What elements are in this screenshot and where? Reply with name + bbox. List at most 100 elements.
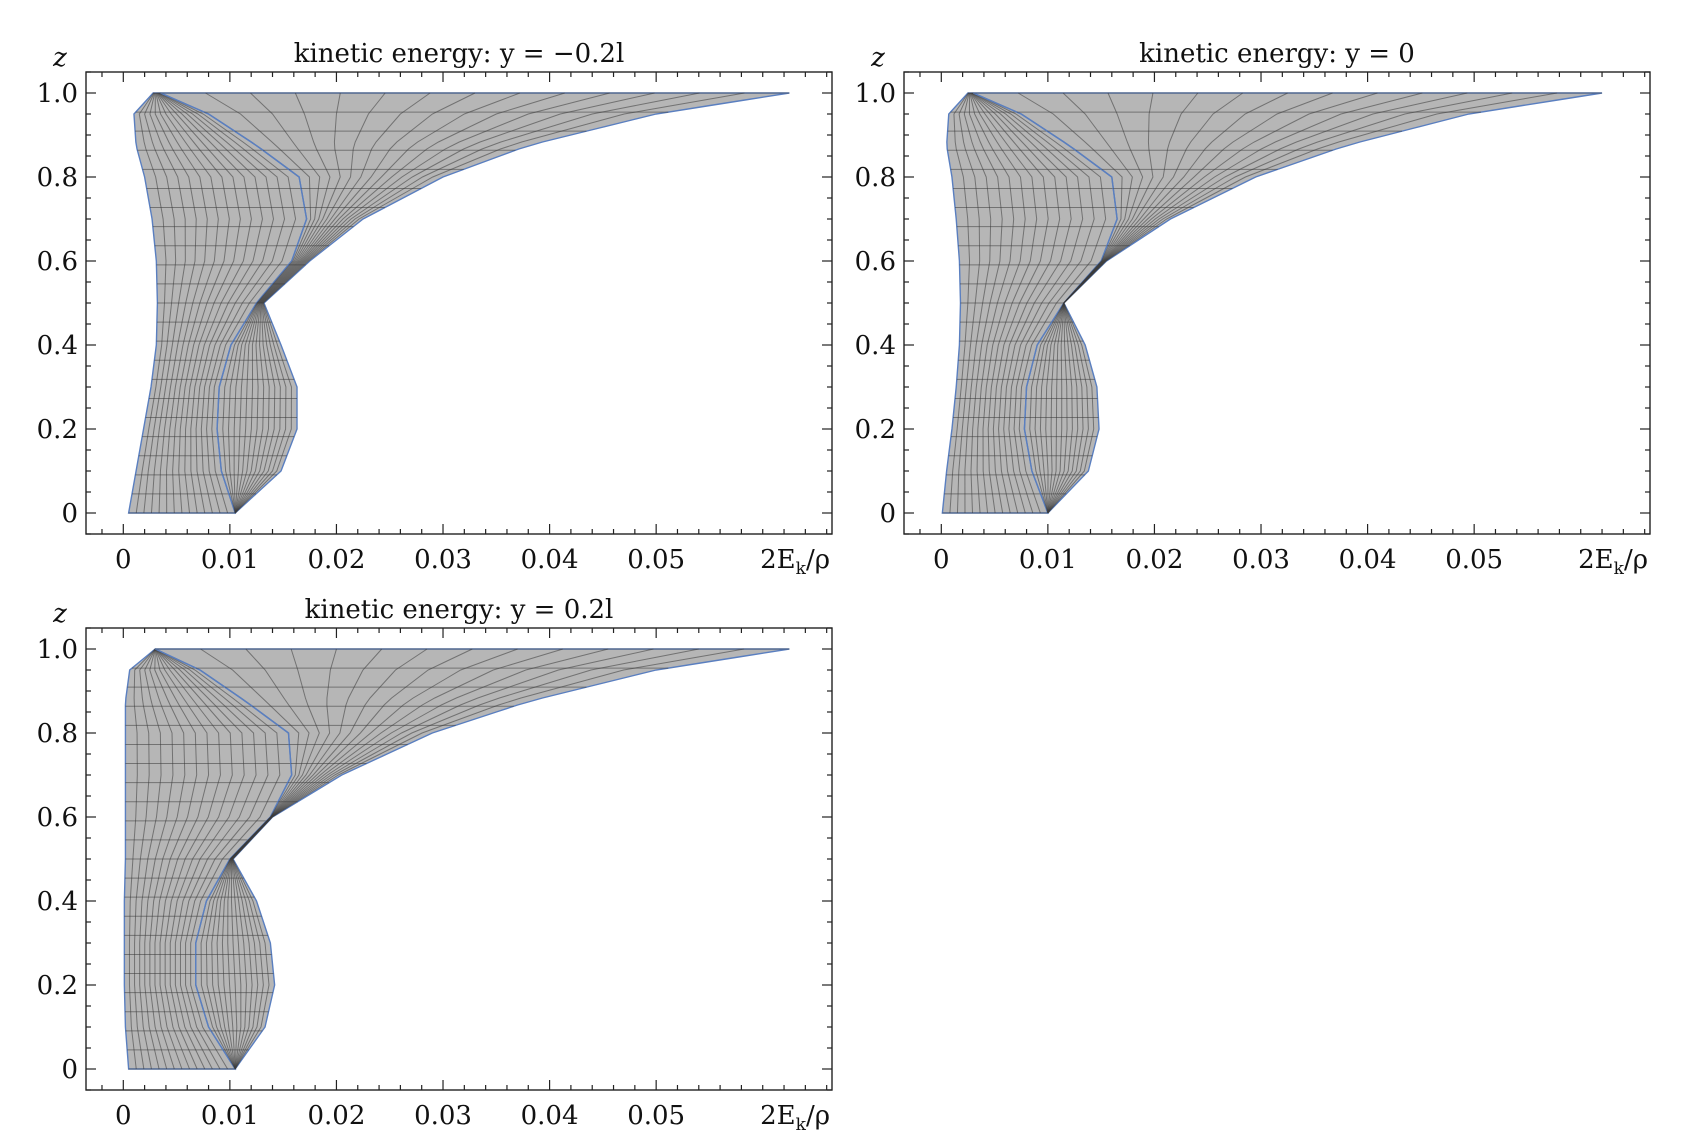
chart-panel-3: 0 0.01 0.02 0.03 0.04 0.05 0 0.2 0.4 0.6 0.8 1.0 z 2E… (37, 595, 833, 1135)
mesh-line-curve (969, 92, 1026, 514)
y-tick-label: 0.6 (37, 247, 78, 277)
band-2 (972, 92, 1603, 515)
y-tick-label: 1.0 (37, 635, 78, 665)
y-tick-label: 1.0 (37, 79, 78, 109)
mesh-line-curve (154, 648, 198, 1070)
mesh-line-curve (970, 92, 1038, 514)
mesh-line-curve (234, 92, 521, 514)
band-1 (123, 648, 293, 1070)
mesh-line-curve (972, 92, 1107, 514)
mesh-line-curve (956, 92, 981, 514)
y-tick-label: 0.4 (855, 331, 896, 361)
mesh-line-curve (159, 92, 297, 514)
mesh-line-curve (1047, 92, 1558, 514)
x-tick-label: 0 (115, 1101, 132, 1131)
band-2 (154, 648, 790, 1071)
x-tick-label: 0.05 (627, 545, 685, 575)
y-tick-label: 0.8 (37, 719, 78, 749)
x-tick-label: 0.03 (414, 1101, 472, 1131)
mesh-line-curve (154, 648, 233, 1070)
x-tick-label: 0.04 (521, 1101, 579, 1131)
x-tick-label: 0.03 (1232, 545, 1290, 575)
mesh-line-curve (134, 648, 156, 1070)
mesh-line-curve (155, 648, 269, 1070)
mesh-line-curve (972, 92, 1095, 514)
x-axis-label: 2Ek/ρ (760, 1101, 830, 1135)
mesh-line-curve (157, 92, 241, 514)
mesh-line-curve (969, 92, 1015, 514)
y-axis-label: z (870, 43, 885, 73)
mesh-line-curve (128, 648, 156, 1070)
mesh-line-curve (139, 648, 162, 1070)
plot-area (123, 648, 790, 1071)
mesh-line-curve (154, 648, 221, 1070)
mesh-line-curve (154, 648, 210, 1070)
band-2 (160, 92, 790, 515)
y-tick-label: 0.2 (37, 971, 78, 1001)
mesh-line-curve (154, 648, 245, 1070)
x-tick-label: 0.02 (307, 545, 365, 575)
mesh-line-curve (233, 92, 331, 514)
chart-panel-1: 0 0.01 0.02 0.03 0.04 0.05 0 0.2 0.4 0.6 0.8 1.0 z 2E… (37, 39, 833, 579)
mesh-line-curve (971, 92, 1084, 514)
mesh-line-curve (971, 92, 1061, 514)
x-tick-label: 0.02 (307, 1101, 365, 1131)
x-tick-label: 0.02 (1125, 545, 1183, 575)
mesh-line-curve (234, 92, 565, 514)
mesh-line-curve (234, 92, 700, 514)
mesh-line-curve (159, 92, 286, 514)
mesh-line-curve (149, 648, 186, 1070)
x-tick-label: 0.01 (1019, 545, 1077, 575)
mesh-line-curve (158, 92, 275, 514)
y-axis-label: z (52, 43, 67, 73)
mesh-line-curve (949, 92, 971, 514)
y-axis-label: z (52, 599, 67, 629)
x-tick-label: 0.05 (627, 1101, 685, 1131)
x-axis-label: 2Ek/ρ (1578, 545, 1648, 579)
plot-area (127, 92, 790, 515)
mesh-line-curve (154, 93, 197, 514)
chart-panel-2: 0 0.01 0.02 0.03 0.04 0.05 0 0.2 0.4 0.6 0.8 1.0 z 2E… (855, 39, 1651, 579)
mesh-line-curve (968, 93, 1003, 514)
x-tick-label: 0 (933, 545, 950, 575)
mesh-line-curve (156, 92, 230, 514)
y-tick-label: 0.6 (37, 803, 78, 833)
mesh-line-curve (155, 92, 208, 514)
y-tick-label: 0.8 (855, 163, 896, 193)
mesh-line-curve (234, 92, 431, 514)
mesh-line-curve (971, 92, 1072, 514)
y-tick-label: 0.2 (37, 415, 78, 445)
mesh-line-curve (963, 92, 992, 514)
mesh-line-curve (135, 92, 167, 514)
x-tick-label: 0.04 (521, 545, 579, 575)
y-tick-label: 0.4 (37, 331, 78, 361)
mesh-line-curve (158, 92, 263, 514)
mesh-line-curve (143, 92, 177, 514)
y-tick-label: 0 (61, 499, 78, 529)
mesh-line-curve (234, 92, 655, 514)
x-tick-label: 0.05 (1445, 545, 1503, 575)
mesh-line-curve (234, 92, 386, 514)
band-1 (127, 92, 308, 514)
mesh-line-curve (149, 92, 186, 514)
mesh-line-curve (144, 648, 174, 1070)
chart-title: kinetic energy: y = −0.2l (294, 39, 625, 69)
mesh-line-curve (155, 648, 281, 1070)
y-tick-label: 0 (879, 499, 896, 529)
y-tick-label: 1.0 (855, 79, 896, 109)
mesh-line-curve (232, 648, 745, 1070)
mesh-line-curve (970, 92, 1049, 514)
mesh-line-curve (155, 92, 219, 514)
band-1 (941, 92, 1118, 514)
mesh-line-curve (234, 92, 745, 514)
y-tick-label: 0.4 (37, 887, 78, 917)
chart-title: kinetic energy: y = 0 (1139, 39, 1415, 69)
mesh-line-curve (154, 648, 257, 1070)
x-tick-label: 0 (115, 545, 132, 575)
x-tick-label: 0.04 (1339, 545, 1397, 575)
mesh-line-curve (157, 92, 252, 514)
x-tick-label: 0.01 (201, 545, 259, 575)
y-tick-label: 0.6 (855, 247, 896, 277)
y-tick-label: 0.2 (855, 415, 896, 445)
x-axis-label: 2Ek/ρ (760, 545, 830, 579)
